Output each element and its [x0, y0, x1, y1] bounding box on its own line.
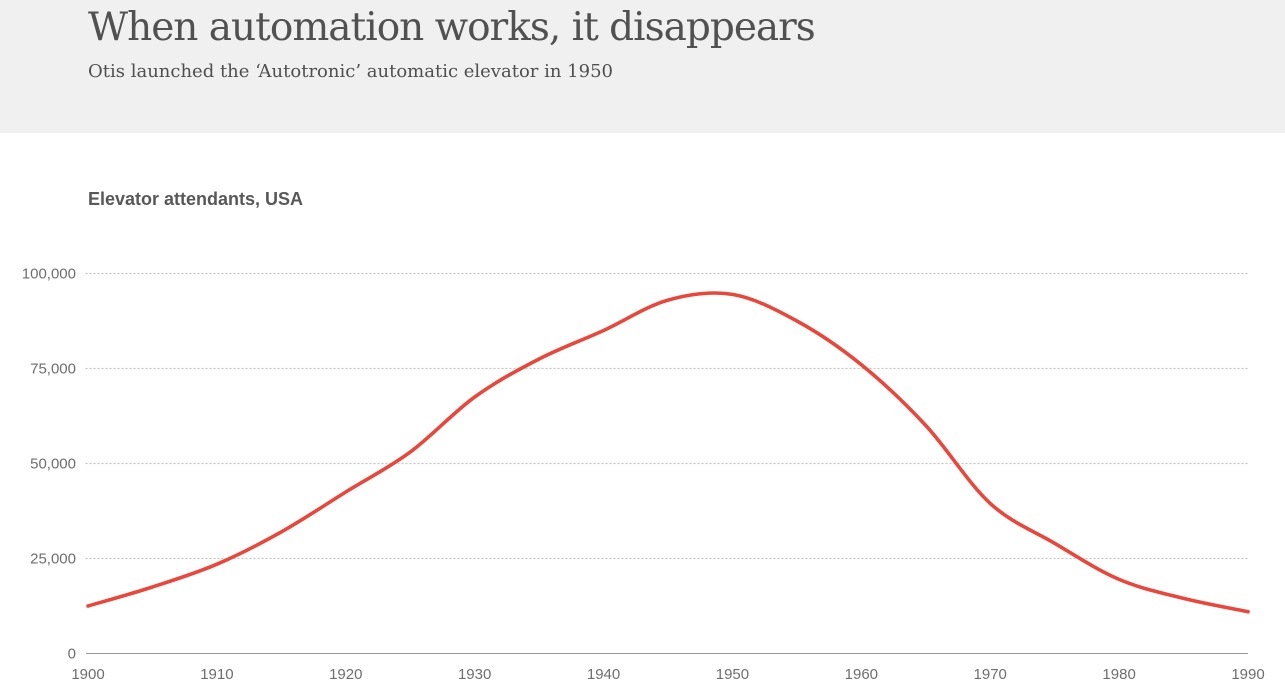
- y-tick-label: 100,000: [22, 266, 76, 283]
- x-tick-label: 1990: [1231, 666, 1264, 683]
- x-tick-label: 1910: [200, 666, 233, 683]
- x-tick-label: 1930: [458, 666, 491, 683]
- x-tick-label: 1970: [974, 666, 1007, 683]
- y-tick-label: 50,000: [30, 456, 76, 473]
- y-tick-label: 75,000: [30, 361, 76, 378]
- chart-series-label: Elevator attendants, USA: [88, 189, 304, 209]
- y-tick-label: 0: [68, 646, 76, 663]
- page-subtitle: Otis launched the ‘Autotronic’ automatic…: [88, 61, 613, 82]
- x-tick-label: 1980: [1102, 666, 1135, 683]
- x-tick-label: 1940: [587, 666, 620, 683]
- x-tick-label: 1960: [845, 666, 878, 683]
- chart-header: When automation works, it disappears Oti…: [0, 0, 1285, 133]
- page-title: When automation works, it disappears: [88, 5, 816, 50]
- x-tick-label: 1900: [71, 666, 104, 683]
- x-tick-label: 1920: [329, 666, 362, 683]
- y-tick-label: 25,000: [30, 551, 76, 568]
- data-line: [86, 291, 1250, 614]
- x-tick-label: 1950: [716, 666, 749, 683]
